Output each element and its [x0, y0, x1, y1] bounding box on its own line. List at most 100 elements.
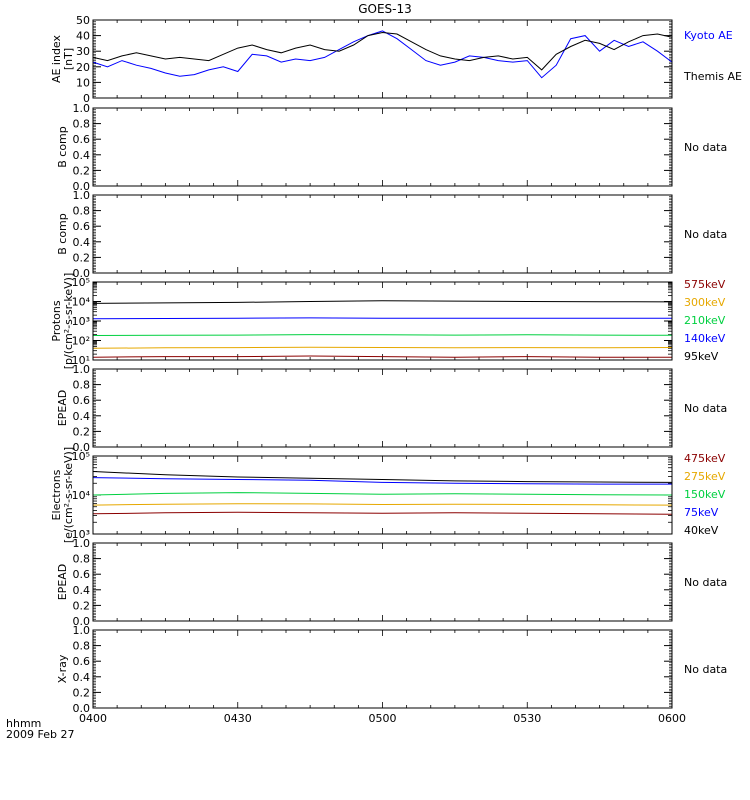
ylabel: Protons — [50, 300, 63, 341]
series-line-210kev — [92, 334, 673, 336]
time-axis: 0400 0430 0500 0530 0600 — [79, 712, 686, 725]
panel-b-comp-2: 0.0 0.2 0.4 0.6 0.8 1.0 B comp No data — [56, 189, 727, 280]
ytick-label: 0.6 — [73, 568, 91, 581]
time-tick-label: 0600 — [658, 712, 686, 725]
ytick-label: 0.6 — [73, 133, 91, 146]
ylabel: Electrons — [50, 469, 63, 520]
series-line-300kev — [92, 346, 673, 349]
figure-title: GOES-13 — [358, 2, 412, 16]
panel-frame — [92, 629, 673, 709]
panel-x-ray: 0.0 0.2 0.4 0.6 0.8 1.0 X-ray No data — [56, 624, 727, 715]
ytick-label: 0.8 — [73, 640, 91, 653]
legend-entry: 210keV — [684, 314, 726, 327]
panel-frame — [92, 19, 673, 99]
ytick-label: 0.0 — [73, 180, 91, 193]
ytick-label: 0.4 — [73, 236, 91, 249]
legend-entry: 475keV — [684, 452, 726, 465]
panel-frame — [92, 107, 673, 187]
series-line-kyoto-ae — [92, 30, 673, 79]
no-data-label: No data — [684, 663, 727, 676]
ytick-label: 10³ — [72, 528, 90, 541]
ylabel: EPEAD — [56, 564, 69, 601]
legend-entry: 275keV — [684, 470, 726, 483]
ytick-label: 1.0 — [73, 537, 91, 550]
ytick-label: 0.6 — [73, 394, 91, 407]
series-line-275kev — [92, 503, 673, 506]
ylabel: [nT] — [62, 48, 75, 70]
ytick-label: 20 — [76, 61, 90, 74]
panel-frame — [92, 368, 673, 448]
ytick-label: 0 — [83, 92, 90, 105]
time-unit-label: hhmm — [6, 717, 41, 730]
ytick-label: 10 — [76, 76, 90, 89]
panel-epead-1: 0.0 0.2 0.4 0.6 0.8 1.0 EPEAD No data — [56, 363, 727, 454]
ylabel: EPEAD — [56, 390, 69, 427]
legend-entry: Kyoto AE — [684, 29, 733, 42]
legend-entry: 95keV — [684, 350, 719, 363]
ytick-label: 0.4 — [73, 584, 91, 597]
ylabel: B comp — [56, 126, 69, 168]
ytick-label: 10² — [72, 335, 90, 348]
legend-entry: Themis AE — [683, 70, 742, 83]
panel-frame — [92, 455, 673, 535]
ytick-label: 40 — [76, 30, 90, 43]
ytick-label: 30 — [76, 45, 90, 58]
ytick-label: 0.8 — [73, 118, 91, 131]
series-line-40kev — [92, 471, 673, 483]
series-line-75kev — [92, 477, 672, 485]
panel-frame — [92, 281, 673, 361]
ytick-label: 0.2 — [73, 164, 91, 177]
ytick-label: 0.8 — [73, 379, 91, 392]
legend-entry: 575keV — [684, 278, 726, 291]
ylabel: [p/(cm²-s-sr-keV)] — [62, 273, 75, 370]
series-line-95kev — [92, 300, 673, 304]
legend-entry: 40keV — [684, 524, 719, 537]
ytick-label: 0.4 — [73, 149, 91, 162]
ylabel: B comp — [56, 213, 69, 255]
panels: 0 10 20 30 40 50 AE index [nT] Kyoto AE Themis AE… — [50, 14, 742, 715]
legend-entry: 300keV — [684, 296, 726, 309]
ytick-label: 0.2 — [73, 599, 91, 612]
no-data-label: No data — [684, 576, 727, 589]
no-data-label: No data — [684, 141, 727, 154]
ytick-label: 10⁵ — [72, 450, 90, 463]
legend-entry: 150keV — [684, 488, 726, 501]
series-line-150kev — [92, 492, 673, 496]
ytick-label: 0.6 — [73, 220, 91, 233]
ylabel: AE index — [50, 34, 63, 83]
panel-ae-index: 0 10 20 30 40 50 AE index [nT] Kyoto AE Themis AE — [50, 14, 742, 105]
series-line-themis-ae — [92, 31, 673, 71]
ytick-label: 1.0 — [73, 363, 91, 376]
ytick-label: 0.0 — [73, 615, 91, 628]
ylabel: X-ray — [56, 654, 69, 683]
series-line-140kev — [92, 317, 673, 320]
ytick-label: 10¹ — [72, 354, 90, 367]
ytick-label: 0.0 — [73, 267, 91, 280]
ytick-label: 0.0 — [73, 441, 91, 454]
panel-b-comp-1: 0.0 0.2 0.4 0.6 0.8 1.0 B comp No data — [56, 102, 727, 193]
series-line-475kev — [92, 511, 673, 515]
ytick-label: 0.2 — [73, 686, 91, 699]
ytick-label: 1.0 — [73, 102, 91, 115]
panel-frame — [92, 542, 673, 622]
ytick-label: 0.8 — [73, 205, 91, 218]
ytick-label: 10³ — [72, 315, 90, 328]
no-data-label: No data — [684, 228, 727, 241]
time-tick-label: 0400 — [79, 712, 107, 725]
time-tick-label: 0530 — [513, 712, 541, 725]
ytick-label: 0.4 — [73, 671, 91, 684]
ytick-label: 0.8 — [73, 553, 91, 566]
legend-entry: 140keV — [684, 332, 726, 345]
ytick-label: 10⁵ — [72, 276, 90, 289]
panel-frame — [92, 194, 673, 274]
no-data-label: No data — [684, 402, 727, 415]
ytick-label: 1.0 — [73, 624, 91, 637]
ytick-label: 0.6 — [73, 655, 91, 668]
ytick-label: 1.0 — [73, 189, 91, 202]
ytick-label: 0.0 — [73, 702, 91, 715]
panel-epead-2: 0.0 0.2 0.4 0.6 0.8 1.0 EPEAD No data — [56, 537, 727, 628]
ylabel: [e/(cm²-s-sr-keV)] — [62, 447, 75, 543]
ytick-label: 0.4 — [73, 410, 91, 423]
ytick-label: 0.2 — [73, 425, 91, 438]
